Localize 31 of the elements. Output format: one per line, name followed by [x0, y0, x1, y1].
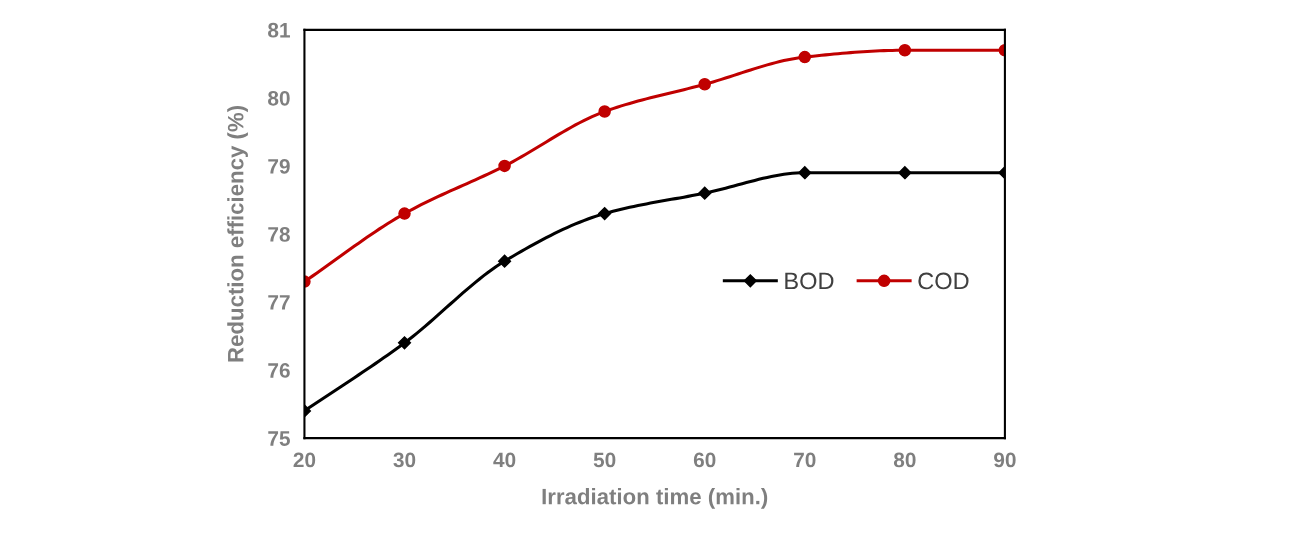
point	[497, 254, 512, 268]
x-tick-label: 60	[693, 452, 716, 468]
point	[398, 207, 411, 220]
point	[698, 186, 712, 200]
point	[397, 336, 412, 350]
point	[898, 44, 912, 57]
point	[498, 159, 511, 173]
legend-label: COD	[918, 272, 969, 290]
x-tick-label: 30	[393, 452, 416, 468]
y-axis-title: Reduction efficiency (%)	[227, 106, 248, 362]
point	[598, 105, 611, 118]
y-tick-label: 81	[268, 22, 290, 38]
x-tick-label: 40	[493, 452, 516, 468]
y-tick-label: 75	[268, 431, 290, 446]
point	[798, 166, 812, 180]
y-tick-label: 77	[268, 295, 290, 310]
point	[698, 78, 711, 91]
y-tick-label: 76	[268, 363, 290, 378]
x-tick-label: 50	[593, 452, 616, 468]
y-tick-label: 78	[268, 226, 290, 242]
x-axis-title: Irradiation time (min.)	[542, 488, 768, 509]
x-tick-label: 90	[994, 452, 1016, 468]
point	[598, 206, 612, 221]
point	[798, 50, 812, 64]
x-tick-label: 20	[293, 452, 316, 468]
point	[898, 166, 912, 180]
y-tick-label: 79	[268, 158, 290, 174]
legend-label: BOD	[785, 272, 834, 290]
x-tick-label: 80	[893, 452, 916, 468]
y-tick-label: 80	[268, 90, 290, 106]
x-tick-label: 70	[794, 452, 816, 468]
